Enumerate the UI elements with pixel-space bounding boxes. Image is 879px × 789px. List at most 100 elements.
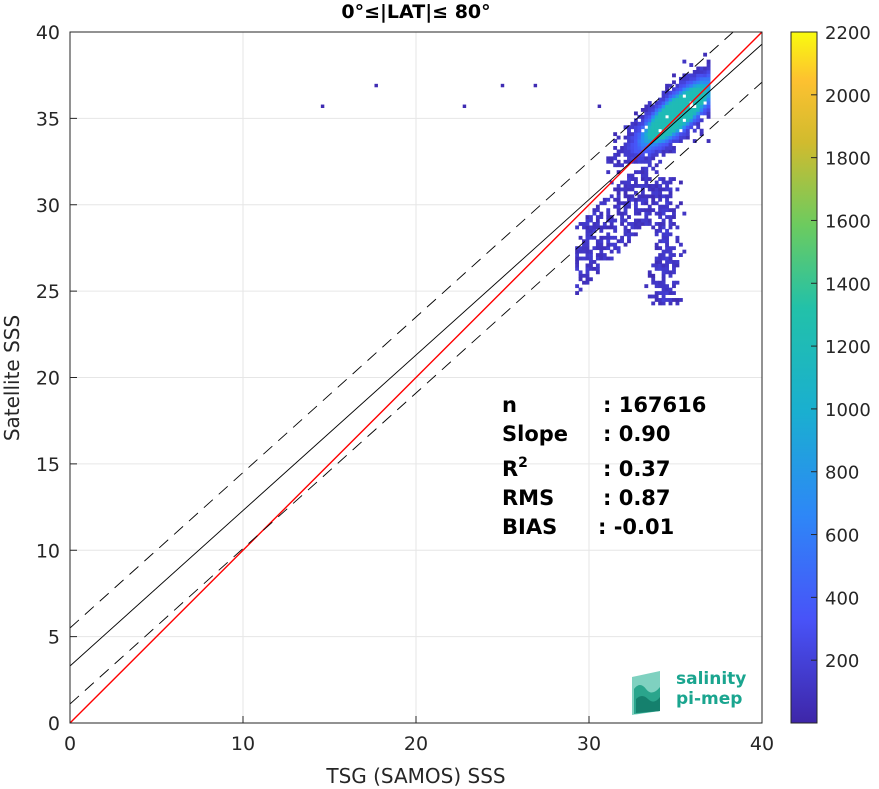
density-cell [651, 104, 656, 109]
colorbar-tick-label: 400 [825, 588, 859, 609]
density-cell [675, 125, 680, 130]
density-cell [665, 256, 669, 261]
density-cell [613, 228, 618, 233]
density-cell [651, 184, 656, 188]
density-cell [640, 125, 645, 130]
density-cell [623, 135, 628, 140]
density-cell [689, 80, 694, 85]
density-cell [654, 180, 659, 185]
density-cell [616, 187, 621, 192]
density-cell [599, 239, 604, 244]
colorbar-ticks: 200 400 600 800 1000 1200 1400 1600 1800 2000 2200 [811, 23, 871, 672]
density-cell [582, 256, 586, 261]
density-cell [661, 301, 666, 306]
density-cell [665, 204, 669, 209]
density-cell [623, 149, 628, 154]
density-cell [644, 173, 649, 178]
density-cell [575, 225, 580, 230]
density-cell [703, 80, 708, 85]
density-cell [606, 159, 611, 164]
density-cell [661, 291, 666, 295]
density-cell [602, 197, 607, 202]
density-cell [623, 194, 628, 199]
density-cell [675, 97, 680, 102]
density-cell [668, 149, 673, 154]
density-cell [672, 135, 676, 140]
density-cell [637, 125, 642, 130]
line-regression [70, 43, 762, 667]
density-cell [654, 146, 659, 150]
density-cell [647, 184, 652, 188]
density-cell [658, 246, 663, 251]
density-cell [585, 277, 590, 282]
density-cell [668, 194, 673, 199]
density-cell [706, 87, 711, 92]
density-cell [623, 204, 628, 209]
density-cell [602, 253, 607, 257]
density-cell [706, 70, 711, 74]
density-cell [585, 263, 590, 268]
density-cell [589, 260, 593, 264]
density-cell [616, 211, 621, 216]
density-cell [654, 263, 659, 268]
density-cell [651, 121, 656, 126]
density-cell [613, 225, 618, 230]
density-cell [692, 121, 697, 126]
density-cell [672, 128, 676, 133]
density-cell [675, 135, 680, 140]
density-cell [575, 249, 580, 254]
density-cell [609, 242, 614, 247]
density-cell [665, 287, 669, 292]
density-cell [668, 146, 673, 150]
density-cell [630, 135, 635, 140]
density-cell [585, 228, 590, 233]
density-cell [595, 204, 600, 209]
density-cell [616, 201, 621, 206]
density-cell [696, 80, 701, 85]
density-cell [592, 228, 597, 233]
density-cell [582, 239, 586, 244]
density-cell [647, 208, 652, 213]
y-tick-label: 25 [36, 281, 60, 303]
stat-value: : -0.01 [598, 515, 674, 539]
density-cell [616, 159, 621, 164]
density-cell [692, 83, 697, 88]
density-cell [685, 125, 690, 130]
density-cell [647, 114, 652, 119]
density-cell [654, 163, 659, 168]
density-cell [675, 187, 680, 192]
density-cell [699, 101, 704, 105]
density-cell [647, 108, 652, 112]
density-cell [637, 142, 642, 147]
density-cell [627, 232, 631, 237]
density-cell [640, 135, 645, 140]
colorbar-tick-label: 1600 [825, 211, 871, 232]
density-cell [640, 132, 645, 137]
density-cell [578, 256, 583, 261]
density-cell [620, 163, 624, 168]
density-cell [640, 108, 645, 112]
density-cell [685, 97, 690, 102]
density-cell [654, 194, 659, 199]
density-cell [672, 222, 676, 226]
density-cell [647, 294, 652, 299]
density-cell [661, 118, 666, 123]
density-cell [616, 170, 621, 175]
density-cell [689, 90, 694, 95]
density-cell [651, 277, 656, 282]
density-cell [640, 194, 645, 199]
density-cell [672, 108, 676, 112]
density-cell [682, 80, 687, 85]
density-cell [654, 132, 659, 137]
density-cell [620, 211, 624, 216]
outlier-point [374, 83, 378, 88]
density-cell [685, 118, 690, 123]
density-cell [658, 177, 663, 181]
density-cell [585, 215, 590, 219]
density-cell [623, 152, 628, 157]
density-cell [592, 208, 597, 213]
density-cell [668, 253, 673, 257]
density-cell [630, 197, 635, 202]
density-cell [651, 197, 656, 202]
density-cell [685, 83, 690, 88]
